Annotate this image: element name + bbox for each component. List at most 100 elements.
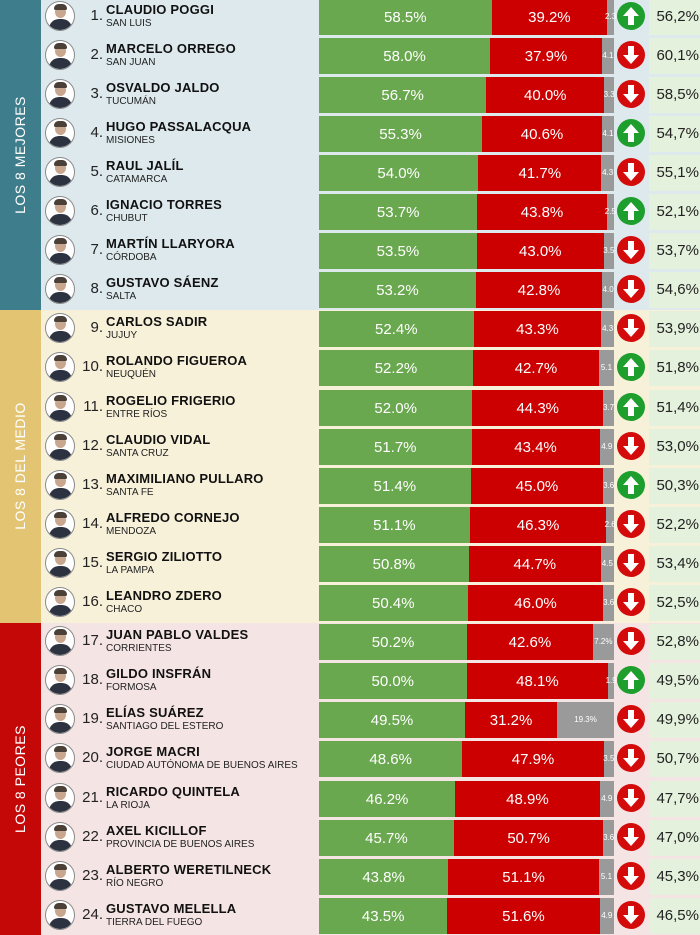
negative-percent-label: 31.2% — [489, 712, 533, 730]
positive-percent-label: 45.7% — [365, 829, 408, 847]
avatar-hair — [54, 277, 67, 284]
negative-percent-label: 46.0% — [514, 595, 557, 612]
ns-nc-percent-label: 4.3 — [602, 167, 614, 177]
stacked-bar: 43.8% 51.1% 5.1 — [319, 858, 614, 895]
negative-bar-segment — [490, 37, 602, 74]
positive-percent-label: 52.0% — [374, 399, 417, 417]
governor-name: OSVALDO JALDO — [106, 79, 220, 95]
governor-name: CARLOS SADIR — [106, 314, 208, 330]
arrow-down-icon — [617, 314, 645, 343]
positive-percent-label: 50.0% — [371, 673, 415, 691]
negative-bar-segment — [467, 585, 604, 621]
governor-row: 10. ROLANDO FIGUEROA NEUQUÉN 52.2% 42.7% 5.1 5… — [0, 350, 700, 387]
avatar-body — [49, 565, 72, 577]
rank-number: 23. — [82, 866, 103, 884]
avatar — [45, 39, 75, 70]
previous-value: 52,1% — [656, 203, 699, 220]
positive-percent-label: 51.4% — [373, 477, 417, 495]
negative-bar-segment — [482, 115, 602, 152]
arrow-up-icon — [617, 666, 645, 695]
avatar-hair — [54, 863, 67, 870]
province-name: TIERRA DEL FUEGO — [106, 916, 203, 928]
governor-name: IGNACIO TORRES — [106, 197, 222, 212]
group-side-band: LOS 8 DEL MEDIO — [0, 309, 41, 623]
avatar-hair — [54, 472, 67, 479]
ns-nc-percent-label: 3.5 — [603, 754, 615, 764]
positive-bar-segment — [319, 428, 472, 465]
province-name: RÍO NEGRO — [106, 877, 164, 889]
arrow-up-icon — [617, 197, 645, 225]
province-name: NEUQUÉN — [106, 369, 157, 381]
avatar-hair — [54, 3, 67, 10]
ns-nc-percent-label: 4.9 — [601, 441, 613, 451]
avatar-body — [49, 253, 72, 265]
avatar-head — [55, 474, 66, 487]
arrow-down-icon — [617, 79, 645, 108]
province-name: CHUBUT — [106, 213, 148, 224]
arrow-down-icon — [617, 509, 645, 538]
negative-bar-segment — [467, 624, 593, 661]
avatar-hair — [54, 433, 67, 440]
province-name: SANTA CRUZ — [106, 447, 169, 459]
avatar — [45, 235, 75, 266]
ns-nc-bar-segment — [603, 233, 614, 270]
positive-bar-segment — [319, 389, 473, 426]
positive-bar-segment — [319, 233, 477, 270]
arrow-down-icon — [617, 40, 645, 69]
avatar-head — [55, 44, 66, 57]
governor-row: 3. OSVALDO JALDO TUCUMÁN 56.7% 40.0% 3.3 58,5% — [0, 76, 700, 113]
positive-percent-label: 53.7% — [376, 204, 420, 221]
stacked-bar: 58.0% 37.9% 4.1 — [319, 37, 614, 74]
previous-value: 53,4% — [656, 554, 699, 572]
positive-bar-segment — [319, 624, 468, 661]
negative-bar-segment — [462, 741, 604, 778]
ns-nc-bar-segment — [601, 311, 614, 348]
governor-row: 1. CLAUDIO POGGI SAN LUIS 58.5% 39.2% 2.3 56,2… — [0, 0, 700, 35]
avatar — [45, 743, 75, 774]
avatar-body — [49, 917, 72, 929]
negative-bar-segment — [453, 819, 604, 856]
negative-bar-segment — [491, 0, 608, 35]
negative-bar-segment — [477, 194, 607, 230]
previous-value: 56,2% — [656, 7, 699, 25]
previous-value-cell: 49,5% — [649, 663, 700, 700]
negative-percent-label: 51.1% — [502, 868, 545, 886]
governor-row: 4. HUGO PASSALACQUA MISIONES 55.3% 40.6% 4.1 5… — [0, 115, 700, 152]
province-name: ENTRE RÍOS — [106, 408, 168, 420]
avatar — [45, 782, 75, 813]
negative-percent-label: 44.3% — [516, 399, 560, 417]
avatar-hair — [54, 511, 67, 518]
positive-bar-segment — [319, 897, 448, 934]
arrow-down-icon — [617, 900, 645, 929]
stacked-bar: 53.2% 42.8% 4.0 — [319, 272, 614, 309]
previous-value: 49,5% — [656, 672, 699, 690]
rank-number: 16. — [82, 593, 103, 610]
stacked-bar: 55.3% 40.6% 4.1 — [319, 115, 614, 152]
negative-percent-label: 39.2% — [528, 8, 571, 26]
avatar-hair — [54, 81, 67, 88]
governor-row: 16. LEANDRO ZDERO CHACO 50.4% 46.0% 3.6 52,5% — [0, 585, 700, 621]
positive-percent-label: 48.6% — [369, 751, 412, 769]
ns-nc-bar-segment — [603, 585, 614, 621]
avatar-head — [55, 357, 66, 370]
stacked-bar: 52.0% 44.3% 3.7 — [319, 389, 614, 426]
rank-number: 15. — [82, 553, 103, 571]
previous-value-cell: 50,7% — [649, 741, 700, 778]
governor-name: RICARDO QUINTELA — [106, 783, 240, 799]
governor-row: 11. ROGELIO FRIGERIO ENTRE RÍOS 52.0% 44.3% 3… — [0, 389, 700, 426]
avatar-head — [55, 240, 66, 253]
negative-percent-label: 48.1% — [516, 673, 559, 691]
governor-name: ELÍAS SUÁREZ — [106, 705, 204, 721]
governor-name: ALFREDO CORNEJO — [106, 509, 240, 525]
province-name: CÓRDOBA — [106, 252, 157, 264]
governor-row: 14. ALFREDO CORNEJO MENDOZA 51.1% 46.3% 2.6 52… — [0, 506, 700, 543]
previous-value: 55,1% — [656, 163, 699, 181]
governor-row: 18. GILDO INSFRÁN FORMOSA 50.0% 48.1% 1.9 49,5… — [0, 663, 700, 700]
avatar — [45, 860, 75, 891]
avatar-head — [55, 826, 66, 839]
previous-value-cell: 55,1% — [649, 154, 700, 191]
avatar-head — [55, 201, 66, 213]
ns-nc-bar-segment — [592, 624, 614, 661]
ns-nc-bar-segment — [557, 702, 614, 739]
ns-nc-bar-segment — [603, 819, 614, 856]
